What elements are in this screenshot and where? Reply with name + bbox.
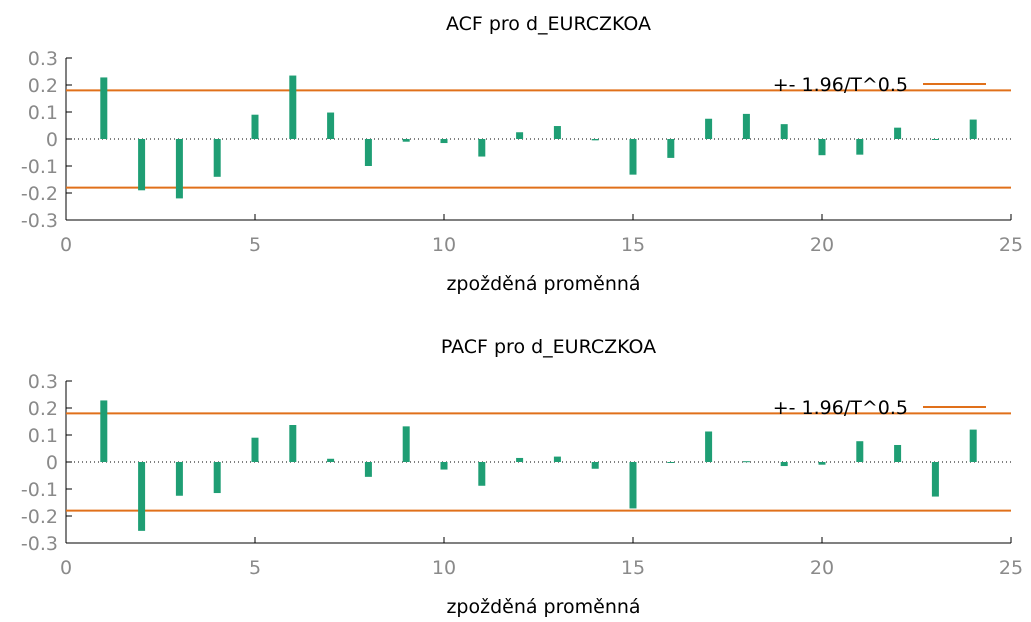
acf-bar-lag-14 bbox=[591, 139, 599, 141]
acf-bar-lag-24 bbox=[969, 119, 977, 139]
acf-x-tick-label: 0 bbox=[60, 234, 72, 256]
pacf-bar-lag-16 bbox=[667, 462, 675, 463]
pacf-y-tick-label: 0.3 bbox=[28, 371, 58, 393]
acf-y-tick-label: 0.2 bbox=[28, 75, 58, 97]
pacf-bar-lag-11 bbox=[478, 462, 486, 486]
pacf-title: PACF pro d_EURCZKOA bbox=[441, 336, 656, 358]
pacf-bar-lag-9 bbox=[402, 426, 410, 462]
acf-y-tick-label: -0.3 bbox=[21, 210, 58, 232]
acf-bar-lag-21 bbox=[856, 139, 864, 155]
acf-x-tick-label: 20 bbox=[810, 234, 834, 256]
pacf-y-tick-label: -0.1 bbox=[21, 479, 58, 501]
acf-bar-lag-12 bbox=[516, 132, 524, 139]
pacf-bar-lag-24 bbox=[969, 429, 977, 462]
pacf-bar-lag-8 bbox=[364, 462, 372, 477]
pacf-bar-lag-23 bbox=[931, 462, 939, 497]
acf-y-tick-label: 0 bbox=[46, 129, 58, 151]
pacf-bar-lag-3 bbox=[175, 462, 183, 496]
acf-bar-lag-23 bbox=[931, 139, 939, 140]
acf-bar-lag-4 bbox=[213, 139, 221, 177]
pacf-bar-lag-10 bbox=[440, 462, 448, 470]
acf-bar-lag-10 bbox=[440, 139, 448, 144]
pacf-x-axis-label: zpožděná proměnná bbox=[446, 596, 640, 617]
acf-panel: ACF pro d_EURCZKOA 0.3 0.2 0.1 0 -0.1 -0.2 -0.3… bbox=[21, 13, 1023, 295]
acf-bar-lag-9 bbox=[402, 139, 410, 142]
acf-bar-lag-13 bbox=[553, 126, 561, 139]
pacf-bar-lag-1 bbox=[100, 400, 108, 462]
pacf-y-tick-label: 0 bbox=[46, 452, 58, 474]
pacf-bar-lag-13 bbox=[553, 456, 561, 462]
acf-bar-lag-1 bbox=[100, 77, 108, 139]
pacf-bar-lag-2 bbox=[138, 462, 146, 531]
pacf-bar-lag-5 bbox=[251, 437, 259, 462]
pacf-bar-lag-14 bbox=[591, 462, 599, 469]
pacf-x-tick-label: 25 bbox=[999, 557, 1023, 579]
pacf-bar-lag-20 bbox=[818, 462, 826, 465]
acf-bar-lag-8 bbox=[364, 139, 372, 166]
pacf-bar-lag-15 bbox=[629, 462, 637, 509]
acf-bar-lag-5 bbox=[251, 114, 259, 139]
pacf-bar-lag-7 bbox=[327, 458, 335, 462]
pacf-y-tick-label: -0.2 bbox=[21, 506, 58, 528]
acf-bar-lag-15 bbox=[629, 139, 637, 175]
acf-y-tick-label: 0.1 bbox=[28, 102, 58, 124]
pacf-y-tick-label: -0.3 bbox=[21, 533, 58, 555]
acf-bar-lag-3 bbox=[175, 139, 183, 199]
acf-title: ACF pro d_EURCZKOA bbox=[446, 13, 651, 35]
pacf-x-tick-label: 15 bbox=[621, 557, 645, 579]
acf-x-axis-label: zpožděná proměnná bbox=[446, 273, 640, 295]
pacf-bar-lag-6 bbox=[289, 425, 297, 462]
acf-bar-lag-16 bbox=[667, 139, 675, 158]
acf-x-tick-label: 15 bbox=[621, 234, 645, 256]
acf-bar-lag-2 bbox=[138, 139, 146, 191]
acf-y-tick-label: 0.3 bbox=[28, 48, 58, 70]
acf-bar-lag-22 bbox=[894, 127, 902, 139]
pacf-bar-lag-4 bbox=[213, 462, 221, 494]
acf-y-tick-label: -0.2 bbox=[21, 183, 58, 205]
acf-legend-label: +- 1.96/T^0.5 bbox=[773, 74, 908, 96]
pacf-bar-lag-18 bbox=[742, 461, 750, 463]
acf-bar-lag-18 bbox=[742, 113, 750, 139]
pacf-y-tick-label: 0.1 bbox=[28, 425, 58, 447]
acf-bar-lag-20 bbox=[818, 139, 826, 156]
pacf-y-tick-label: 0.2 bbox=[28, 398, 58, 420]
pacf-legend-label: +- 1.96/T^0.5 bbox=[773, 397, 908, 419]
pacf-x-tick-label: 0 bbox=[60, 557, 72, 579]
acf-bar-lag-7 bbox=[327, 112, 335, 139]
pacf-x-tick-label: 10 bbox=[432, 557, 456, 579]
pacf-x-tick-label: 5 bbox=[249, 557, 261, 579]
acf-bar-lag-19 bbox=[780, 124, 788, 139]
acf-bar-lag-11 bbox=[478, 139, 486, 157]
pacf-bar-lag-12 bbox=[516, 457, 524, 462]
pacf-panel: PACF pro d_EURCZKOA 0.3 0.2 0.1 0 -0.1 -0.2 -0.… bbox=[21, 336, 1023, 618]
acf-bar-lag-17 bbox=[705, 118, 713, 139]
pacf-bar-lag-17 bbox=[705, 431, 713, 462]
acf-x-tick-label: 25 bbox=[999, 234, 1023, 256]
pacf-bar-lag-22 bbox=[894, 444, 902, 462]
pacf-bar-lag-19 bbox=[780, 462, 788, 467]
acf-bar-lag-6 bbox=[289, 75, 297, 139]
acf-x-tick-label: 10 bbox=[432, 234, 456, 256]
pacf-x-tick-label: 20 bbox=[810, 557, 834, 579]
acf-y-tick-label: -0.1 bbox=[21, 156, 58, 178]
pacf-bar-lag-21 bbox=[856, 441, 864, 462]
acf-x-tick-label: 5 bbox=[249, 234, 261, 256]
